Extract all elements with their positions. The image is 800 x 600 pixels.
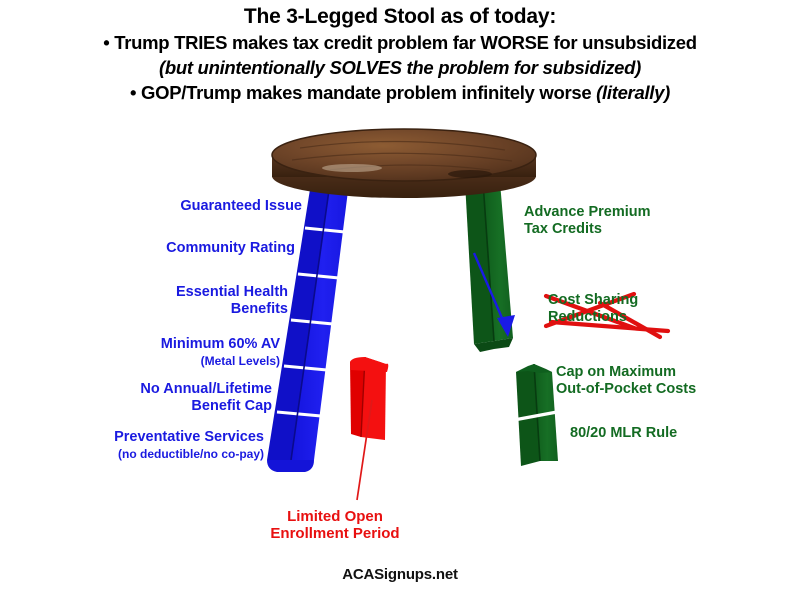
label-guaranteed-issue: Guaranteed Issue <box>0 198 302 215</box>
label-aptc-line2: Tax Credits <box>524 221 602 237</box>
label-enrollment-line1: Limited Open <box>287 508 383 525</box>
green-leg-break-lower <box>516 364 552 373</box>
label-community-rating: Community Rating <box>0 240 295 257</box>
label-mlr-text: 80/20 MLR Rule <box>570 425 678 441</box>
label-oop-line2: Out-of-Pocket Costs <box>556 381 697 397</box>
green-leg-lower-left-face <box>516 364 540 466</box>
blue-leg-crease <box>290 182 331 461</box>
label-oop-line1: Cap on Maximum <box>556 364 677 380</box>
label-essential-health-benefits: Essential Health Benefits <box>0 284 288 318</box>
bullet-glyph-3: • <box>130 82 142 103</box>
label-preventative-line1: Preventative Services <box>114 429 264 445</box>
label-minimum-av-line1: Minimum 60% AV <box>160 336 280 352</box>
label-aptc-line1: Advance Premium <box>524 204 651 220</box>
header-bullet-3-italic: (literally) <box>596 82 670 103</box>
seat-highlight-left <box>322 164 382 172</box>
header-bullet-3-text: GOP/Trump makes mandate problem infinite… <box>141 82 597 103</box>
green-leg-lower-divider <box>513 410 558 422</box>
red-leg-break-top <box>350 357 389 372</box>
label-guaranteed-issue-text: Guaranteed Issue <box>180 198 302 214</box>
seat-crack <box>448 170 492 178</box>
label-benefit-cap-line1: No Annual/Lifetime <box>140 381 272 397</box>
label-no-benefit-cap: No Annual/Lifetime Benefit Cap <box>0 381 272 415</box>
label-benefit-cap-line2: Benefit Cap <box>191 398 272 414</box>
label-enrollment-line2: Enrollment Period <box>270 525 400 542</box>
header-bullet-2: (but unintentionally SOLVES the problem … <box>159 57 641 78</box>
header-block: The 3-Legged Stool as of today: • Trump … <box>0 4 800 105</box>
label-csr-line1: Cost Sharing <box>548 292 639 308</box>
header-bullet-3: • GOP/Trump makes mandate problem infini… <box>0 80 800 105</box>
green-leg-upper-right-face <box>483 182 513 341</box>
green-leg-upper-crease <box>482 181 495 342</box>
label-mlr-rule: 80/20 MLR Rule <box>570 425 677 442</box>
attribution: ACASignups.net <box>342 566 458 583</box>
label-ehb-line2: Benefits <box>230 301 288 317</box>
label-cap-on-maximum-oop: Cap on Maximum Out-of-Pocket Costs <box>556 364 696 398</box>
green-leg-break-upper <box>474 338 513 352</box>
label-preventative-services: Preventative Services (no deductible/no … <box>0 429 264 463</box>
downward-trend-arrow <box>472 252 515 337</box>
label-limited-open-enrollment: Limited Open Enrollment Period <box>240 508 430 542</box>
red-leg-right-face <box>361 357 386 440</box>
bullet-glyph-1: • <box>103 32 115 53</box>
stool-seat <box>271 128 537 198</box>
red-leg-pointer-line <box>356 399 373 501</box>
page-title: The 3-Legged Stool as of today: <box>243 5 557 28</box>
red-leg-group <box>350 356 389 501</box>
green-leg-lower-crease <box>533 363 541 462</box>
red-x-strikeout <box>543 291 671 340</box>
blue-leg-foot <box>267 460 314 472</box>
blue-leg-segment-dividers <box>276 226 346 418</box>
header-bullet-1-text: Trump TRIES makes tax credit problem far… <box>114 32 697 53</box>
label-cost-sharing-reductions: Cost Sharing Reductions <box>548 292 800 326</box>
label-community-rating-text: Community Rating <box>166 240 295 256</box>
label-preventative-sub: (no deductible/no co-pay) <box>118 447 264 461</box>
blue-leg-group <box>267 182 349 472</box>
red-leg-left-face <box>350 357 365 437</box>
label-csr-line2: Reductions <box>548 309 627 325</box>
header-bullet-1: • Trump TRIES makes tax credit problem f… <box>0 30 800 55</box>
label-advance-premium-tax-credits: Advance Premium Tax Credits <box>524 204 651 238</box>
green-leg-group <box>465 181 558 466</box>
label-ehb-line1: Essential Health <box>175 284 288 300</box>
label-minimum-av: Minimum 60% AV (Metal Levels) <box>0 336 280 370</box>
label-minimum-av-sub: (Metal Levels) <box>200 354 280 368</box>
